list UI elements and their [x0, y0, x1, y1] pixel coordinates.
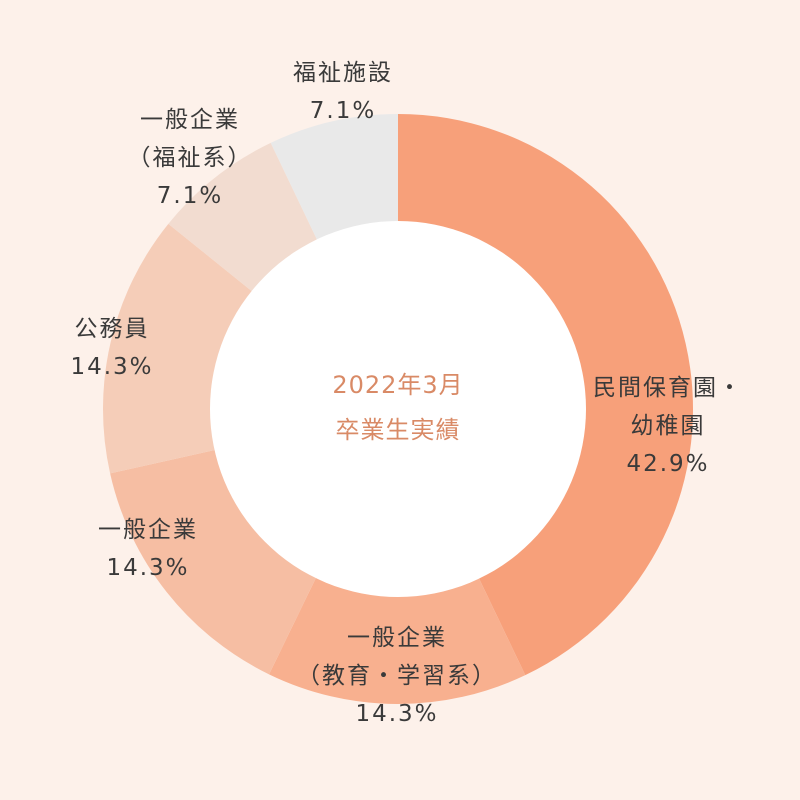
slice-value-label-5: 7.1% [310, 98, 376, 124]
slice-labels: 民間保育園・幼稚園 42.9% 一般企業 （教育・学習系） 14.3% 一般企業 14.3%… [70, 60, 743, 727]
slice-value-label-2: 14.3% [106, 555, 189, 581]
center-subtitle: 卒業生実績 [336, 416, 461, 444]
center-title: 2022年3月 [332, 371, 463, 399]
slice-label-1-line-0: 一般企業 [347, 625, 447, 651]
slice-label-0-line-1: 幼稚園 [631, 413, 706, 439]
slice-value-label-4: 7.1% [157, 183, 223, 209]
slice-label-4-line-0: 一般企業 [140, 107, 240, 133]
slice-value-label-3: 14.3% [70, 354, 153, 380]
slice-label-5-line-0: 福祉施設 [293, 60, 393, 86]
slice-label-3-line-0: 公務員 [75, 316, 150, 342]
slice-value-label-0: 42.9% [626, 451, 709, 477]
donut-hole [210, 221, 586, 597]
slice-label-0-line-0: 民間保育園・ [593, 375, 743, 401]
slice-label-4-line-1: （福祉系） [128, 145, 253, 171]
slice-label-2-line-0: 一般企業 [98, 517, 198, 543]
slice-value-label-1: 14.3% [355, 701, 438, 727]
slice-label-1-line-1: （教育・学習系） [297, 663, 497, 689]
